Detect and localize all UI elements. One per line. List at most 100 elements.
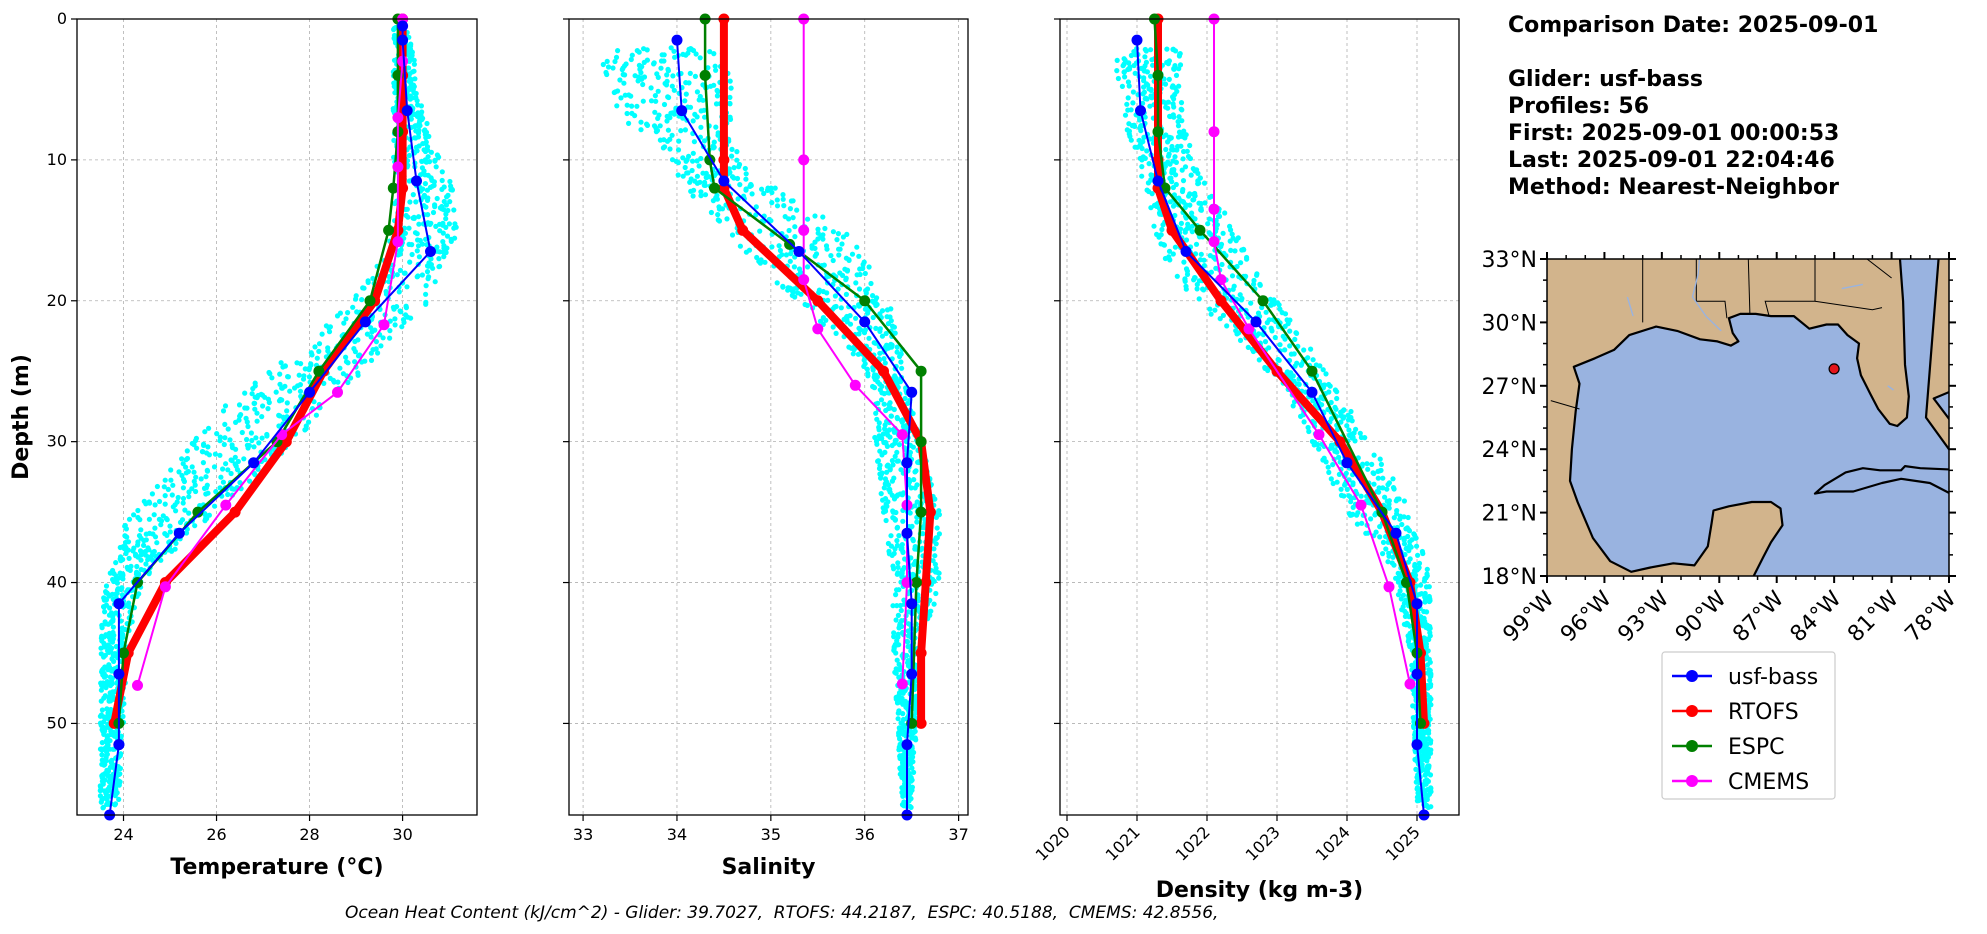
scatter-point [696,163,702,169]
scatter-point [242,405,248,411]
scatter-point [1341,414,1347,420]
scatter-point [737,182,743,188]
scatter-point [1139,173,1145,179]
scatter-point [894,414,900,421]
comparison-date: Comparison Date: 2025-09-01 [1508,13,1879,38]
scatter-point [368,334,374,340]
scatter-point [1348,408,1354,415]
scatter-point [201,485,208,491]
scatter-point [412,111,418,117]
scatter-point [392,37,398,43]
scatter-point [894,349,900,355]
scatter-point [1182,229,1188,235]
scatter-point [222,403,229,409]
scatter-point [691,139,698,145]
scatter-point [644,122,651,128]
scatter-point [883,330,889,337]
scatter-point [710,198,717,204]
scatter-point [817,318,824,324]
scatter-point [1282,336,1288,342]
scatter-point [313,412,319,418]
scatter-point [1412,757,1418,763]
scatter-point [1263,309,1269,315]
scatter-point [1212,307,1218,313]
y-tick-label: 50 [47,713,67,732]
scatter-point [1217,316,1223,322]
scatter-point [423,204,429,210]
series-marker-espc [383,224,395,236]
scatter-point [430,209,437,216]
scatter-point [1378,461,1384,467]
scatter-point [1423,644,1429,650]
scatter-point [1141,89,1147,95]
series-marker-usf-bass [1390,527,1402,539]
scatter-point [152,525,158,531]
scatter-point [905,621,912,627]
scatter-point [355,353,362,359]
scatter-point [101,727,107,733]
scatter-point [1144,148,1150,154]
scatter-point [114,590,120,596]
scatter-point [698,155,704,162]
scatter-point [847,321,854,327]
scatter-point [419,116,425,123]
scatter-point [312,344,318,350]
scatter-point [112,651,118,657]
scatter-point [1288,370,1294,376]
scatter-point [1282,347,1288,353]
scatter-point [277,381,283,387]
series-marker-cmems [392,236,404,248]
scatter-point [839,241,845,247]
scatter-point [694,158,700,164]
y-tick-label: 30 [47,432,67,451]
scatter-point [425,147,431,153]
scatter-point [225,426,231,432]
scatter-point [673,158,679,164]
scatter-point [628,93,634,99]
series-marker-cmems [378,319,390,331]
scatter-point [830,257,836,264]
scatter-point [1182,135,1188,141]
scatter-point [316,341,323,347]
scatter-point [448,236,454,242]
scatter-point [192,482,198,488]
scatter-point [108,706,114,713]
scatter-point [423,159,429,165]
lon-tick-label: 78°W [1901,586,1962,647]
series-marker-usf-bass [304,386,316,398]
series-marker-usf-bass [1411,739,1423,751]
scatter-point [419,241,425,247]
scatter-point [108,777,114,783]
scatter-point [612,89,619,95]
scatter-point [409,251,415,258]
scatter-point [1354,521,1360,527]
scatter-point [220,408,227,414]
scatter-point [635,78,641,84]
scatter-point [1114,68,1120,74]
scatter-point [173,508,179,514]
scatter-point [1376,489,1382,495]
scatter-point [252,400,258,406]
scatter-point [899,802,906,808]
scatter-point [743,176,749,182]
scatter-point [167,523,173,529]
scatter-point [217,438,223,444]
scatter-point [1173,159,1179,165]
y-tick-label: 0 [57,9,67,28]
scatter-point [659,52,665,58]
scatter-point [156,498,163,505]
scatter-point [135,507,141,514]
scatter-point [914,519,920,525]
scatter-point [423,299,429,305]
scatter-point [373,346,379,352]
scatter-point [355,337,361,343]
scatter-point [899,492,906,498]
scatter-point [325,345,331,351]
legend-marker [1686,740,1698,752]
scatter-point [895,458,901,464]
scatter-point [618,95,624,101]
scatter-point [1401,498,1407,504]
scatter-point [1294,360,1300,366]
scatter-point [228,457,234,463]
scatter-point [713,101,720,107]
